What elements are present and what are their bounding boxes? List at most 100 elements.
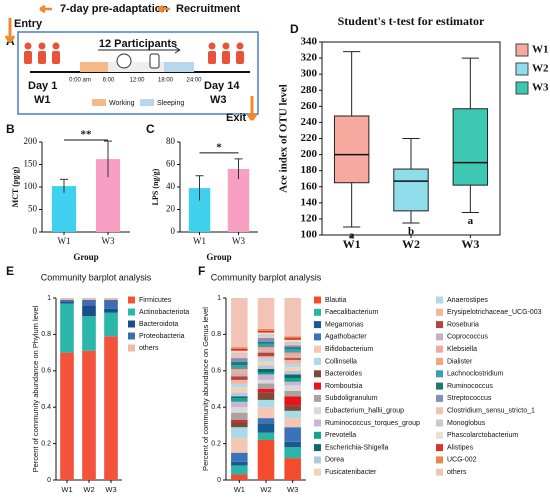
panel-letter: D bbox=[290, 22, 299, 36]
y-tick-label: 1 bbox=[47, 295, 51, 302]
icon bbox=[149, 53, 160, 69]
arrow bbox=[4, 18, 16, 43]
legend-swatch bbox=[436, 407, 443, 415]
bar-segment bbox=[257, 298, 275, 329]
bar-segment bbox=[257, 352, 275, 357]
bar-segment bbox=[60, 298, 74, 300]
legend-swatch bbox=[314, 321, 321, 329]
bar-segment bbox=[104, 336, 118, 480]
time-label: 6:00 bbox=[103, 78, 115, 84]
y-tick-label: 0 bbox=[171, 226, 176, 236]
legend-label: Working bbox=[109, 100, 135, 107]
bar-segment bbox=[231, 438, 248, 453]
participants-icon-right bbox=[208, 42, 244, 64]
bar-segment bbox=[257, 347, 275, 349]
bar-segment bbox=[284, 405, 301, 411]
bar-segment bbox=[257, 423, 275, 433]
bar-segment bbox=[104, 312, 118, 337]
bar bbox=[227, 169, 250, 232]
bar-segment bbox=[104, 299, 118, 309]
bar-segment bbox=[284, 341, 301, 344]
bar-segment bbox=[257, 399, 275, 408]
bar-segment bbox=[257, 418, 275, 424]
y-tick-label: 0.8 bbox=[211, 331, 221, 338]
legend-swatch bbox=[436, 358, 443, 365]
legend-swatch bbox=[436, 296, 443, 304]
bar-segment bbox=[284, 356, 301, 359]
bar-segment bbox=[231, 474, 248, 480]
legend-label: Erysipelotrichaceae_UCG-003 bbox=[447, 309, 542, 316]
y-tick-label: 260 bbox=[301, 100, 318, 112]
significance-letter: a bbox=[349, 229, 355, 241]
legend-label: Monoglobus bbox=[447, 420, 486, 427]
legend-swatch bbox=[314, 407, 321, 415]
legend-swatch bbox=[314, 444, 321, 452]
legend-swatch bbox=[314, 456, 321, 464]
legend-swatch bbox=[314, 382, 321, 390]
legend-label: Fusicatenibacter bbox=[325, 469, 377, 476]
panel-letter: C bbox=[146, 122, 155, 136]
y-tick-label: 0.6 bbox=[211, 368, 221, 375]
legend-label: Bifidobacterium bbox=[325, 346, 373, 353]
bar-segment bbox=[257, 338, 275, 342]
bar-segment bbox=[231, 387, 248, 393]
arrow bbox=[157, 4, 170, 14]
bar-segment bbox=[231, 370, 248, 373]
bar-segment bbox=[231, 348, 248, 351]
x-tick-label: W1 bbox=[343, 237, 361, 251]
bar-segment bbox=[82, 350, 96, 480]
x-tick-label: W3 bbox=[461, 237, 479, 251]
bar-segment bbox=[231, 368, 248, 371]
time-label: 18:00 bbox=[158, 78, 174, 84]
x-axis-label: Group bbox=[206, 252, 231, 262]
bar-segment bbox=[231, 461, 248, 466]
bar-segment bbox=[284, 418, 301, 428]
y-axis-label: Percent of community abundance on Genus … bbox=[201, 307, 210, 471]
legend-label: Collinsella bbox=[325, 358, 357, 365]
time-label: 24:00 bbox=[186, 78, 202, 84]
legend-label: others bbox=[447, 469, 467, 476]
y-tick-label: 40 bbox=[166, 181, 176, 191]
pre-adaptation: 7-day pre-adaptation bbox=[60, 3, 168, 15]
box bbox=[333, 115, 370, 184]
legend-label: Romboutsia bbox=[325, 383, 362, 390]
bar-segment bbox=[257, 365, 275, 369]
legend-label: Subdoligranulum bbox=[325, 395, 378, 402]
legend-swatch bbox=[436, 419, 443, 427]
bar-segment bbox=[284, 410, 301, 419]
bar-segment bbox=[257, 356, 275, 359]
legend-swatch bbox=[436, 370, 443, 378]
bar-segment bbox=[82, 299, 96, 306]
legend-swatch bbox=[314, 345, 321, 353]
bar-segment bbox=[231, 452, 248, 462]
legend-label: Lachnoclostridium bbox=[447, 371, 504, 378]
legend-swatch bbox=[128, 320, 135, 328]
bar-segment bbox=[257, 361, 275, 366]
bar-segment bbox=[284, 378, 301, 382]
legend-swatch bbox=[436, 382, 443, 390]
bar-segment bbox=[284, 385, 301, 391]
arrow bbox=[98, 46, 181, 54]
panel-a-frame bbox=[17, 31, 259, 115]
day-block bbox=[108, 62, 164, 72]
bar-segment bbox=[284, 374, 301, 379]
legend-label: Escherichia-Shigella bbox=[325, 444, 389, 451]
bar-segment bbox=[104, 298, 118, 300]
legend-swatch bbox=[515, 62, 529, 76]
bar-segment bbox=[284, 336, 301, 339]
bar-segment bbox=[231, 383, 248, 388]
bar-segment bbox=[257, 432, 275, 440]
legend-label: Klebsiella bbox=[447, 346, 477, 353]
arrow bbox=[39, 4, 52, 14]
bar-segment bbox=[284, 447, 301, 459]
legend-swatch bbox=[314, 358, 321, 365]
bar-segment bbox=[231, 392, 248, 397]
bar-segment bbox=[60, 299, 74, 302]
x-tick-label: W1 bbox=[193, 236, 206, 246]
legend-label: Sleeping bbox=[157, 100, 184, 107]
y-tick-label: 100 bbox=[24, 181, 38, 191]
bar-segment bbox=[231, 372, 248, 377]
y-tick-label: 0.2 bbox=[211, 440, 221, 447]
bar-segment bbox=[231, 396, 248, 399]
legend-label: Prevotella bbox=[325, 432, 356, 439]
